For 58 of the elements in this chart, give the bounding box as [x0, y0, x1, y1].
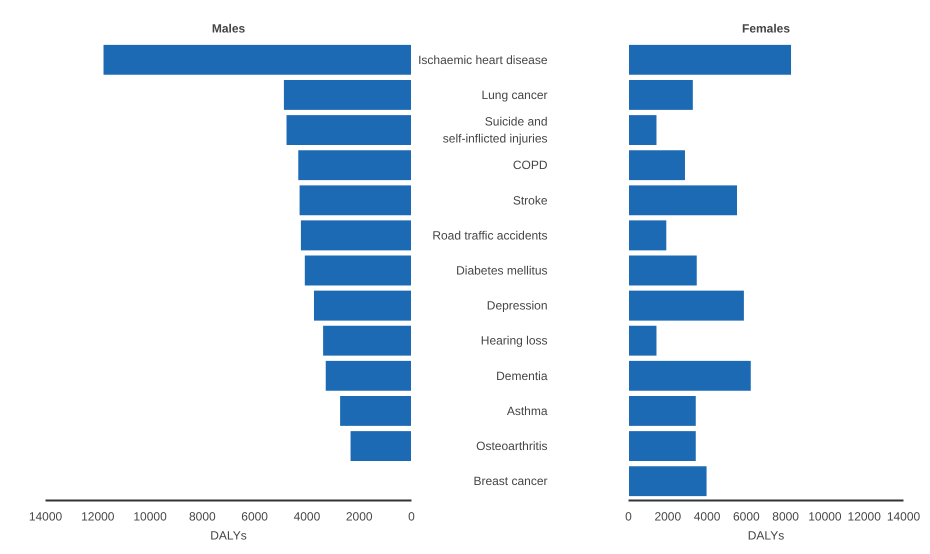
chart-title: Females — [742, 22, 790, 36]
x-tick-label: 4000 — [694, 510, 721, 524]
bar — [282, 78, 412, 111]
y-tick-label: Ischaemic heart disease — [418, 52, 548, 67]
bar — [339, 395, 412, 427]
x-tick-label: 12000 — [81, 510, 115, 524]
y-tick-label: COPD — [512, 158, 548, 172]
bar — [628, 149, 686, 182]
bar — [102, 44, 412, 76]
y-tick-label: Dementia — [496, 368, 548, 383]
bar — [628, 360, 752, 392]
y-tick-label: Lung cancer — [481, 88, 548, 102]
x-tick-label: 8000 — [189, 510, 216, 524]
x-tick-label: 14000 — [886, 510, 921, 524]
y-tick-label: Suicide and self-inflicted injuries — [442, 114, 548, 146]
x-tick-label: 6000 — [241, 510, 268, 524]
bar — [322, 324, 412, 357]
bar — [304, 254, 412, 286]
y-tick-label: Osteoarthritis — [476, 439, 548, 454]
x-tick-label: 10000 — [808, 510, 842, 524]
bar — [628, 254, 698, 286]
bar — [297, 149, 412, 182]
x-axis-title: DALYs — [748, 528, 784, 542]
bar — [628, 184, 738, 216]
bar — [628, 465, 708, 498]
x-tick-label: 2000 — [654, 510, 682, 524]
bar — [628, 219, 668, 252]
bar — [350, 430, 412, 462]
bar — [628, 430, 697, 462]
bar — [628, 44, 792, 76]
x-tick-label: 14000 — [28, 510, 63, 524]
bar — [628, 290, 745, 322]
x-tick-label: 0 — [408, 510, 416, 524]
x-axis-title: DALYs — [210, 528, 247, 542]
bar — [300, 219, 412, 252]
y-tick-label: Stroke — [512, 193, 548, 208]
x-tick-label: 6000 — [733, 510, 760, 524]
y-tick-label: Depression — [486, 298, 548, 313]
y-tick-label: Asthma — [506, 404, 548, 418]
x-tick-label: 10000 — [133, 510, 168, 524]
y-tick-label: Diabetes mellitus — [456, 264, 548, 278]
y-tick-label: Breast cancer — [473, 474, 548, 488]
bar — [324, 360, 412, 392]
bar — [628, 114, 658, 146]
y-tick-label: Hearing loss — [480, 334, 548, 348]
x-tick-label: 2000 — [346, 510, 373, 524]
bar — [628, 78, 694, 111]
bar — [298, 184, 412, 216]
bar — [628, 395, 697, 427]
bar — [286, 114, 412, 146]
bar — [628, 324, 658, 357]
chart-title: Males — [212, 22, 246, 36]
x-tick-label: 4000 — [294, 510, 321, 524]
y-tick-label: Road traffic accidents — [432, 228, 548, 242]
x-tick-label: 12000 — [848, 510, 882, 524]
x-tick-label: 8000 — [772, 510, 800, 524]
x-tick-label: 0 — [625, 510, 632, 524]
bar — [312, 290, 412, 322]
